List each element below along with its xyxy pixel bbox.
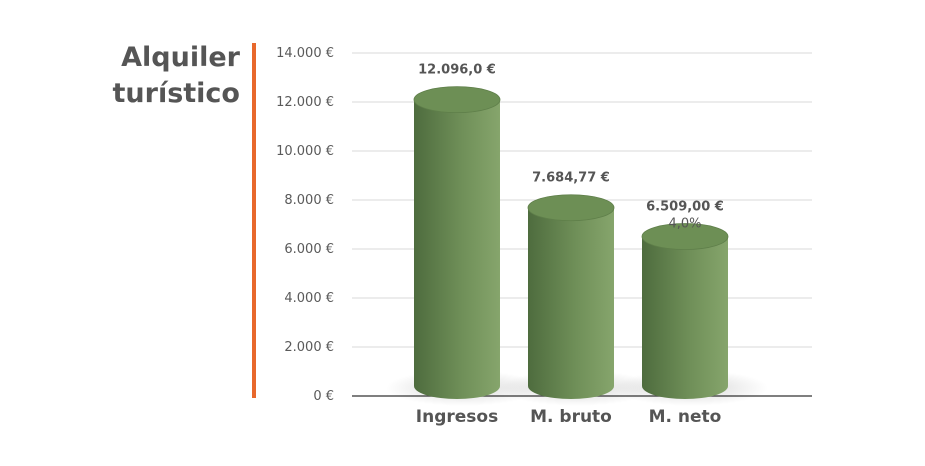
bar <box>386 86 540 406</box>
y-tick-label: 4.000 € <box>284 291 334 306</box>
y-tick-label: 8.000 € <box>284 193 334 208</box>
y-tick-label: 14.000 € <box>276 46 334 61</box>
x-category-label: Ingresos <box>416 407 498 427</box>
bar <box>614 223 768 406</box>
x-category-label: M. bruto <box>530 407 612 427</box>
title-accent-bar <box>252 43 256 398</box>
y-tick-label: 6.000 € <box>284 242 334 257</box>
chart-title-line-1: Alquiler <box>121 42 240 73</box>
bar-top <box>641 223 729 250</box>
bar-body <box>642 236 728 399</box>
x-category-label: M. neto <box>649 407 722 427</box>
data-label: 7.684,77 € <box>532 171 610 186</box>
bar <box>500 194 654 406</box>
data-label: 12.096,0 € <box>418 63 496 78</box>
data-annotation: 4,0% <box>668 217 701 232</box>
y-axis-ticks: 0 € 2.000 € 4.000 € 6.000 € 8.000 € 10.000 € 1… <box>276 46 334 404</box>
bar-body <box>414 99 500 399</box>
x-axis-categories: Ingresos M. bruto M. neto <box>416 407 722 427</box>
y-tick-label: 0 € <box>313 389 334 404</box>
chart-title: Alquiler turístico <box>98 40 241 112</box>
bar-body <box>528 207 614 399</box>
y-tick-label: 2.000 € <box>284 340 334 355</box>
y-tick-label: 10.000 € <box>276 144 334 159</box>
data-label: 6.509,00 € <box>646 200 724 215</box>
chart-title-line-2: turístico <box>112 78 241 109</box>
bars <box>386 86 768 406</box>
y-tick-label: 12.000 € <box>276 95 334 110</box>
bar-top <box>527 194 615 222</box>
data-labels: 12.096,0 € 7.684,77 € 6.509,00 € 4,0% <box>418 63 724 232</box>
bar-top <box>413 86 501 114</box>
